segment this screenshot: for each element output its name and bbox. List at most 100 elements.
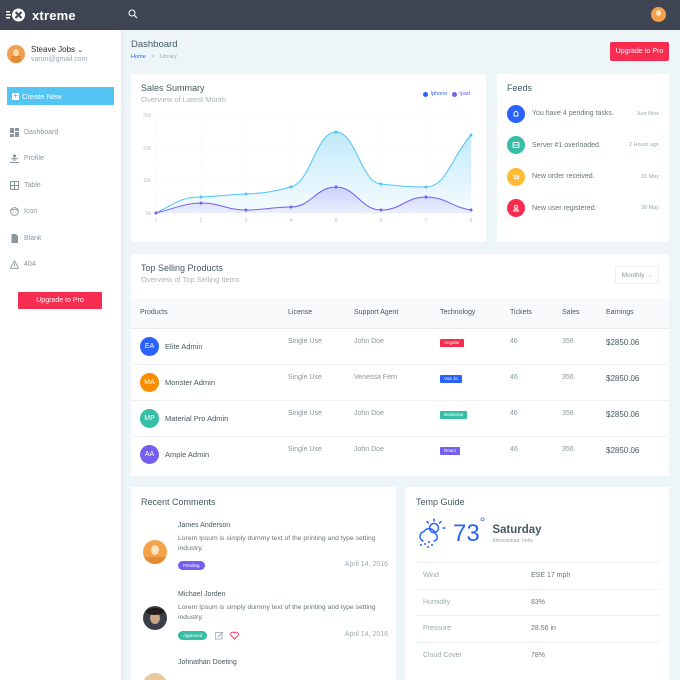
table-icon	[10, 180, 19, 190]
technology-badge: Vue Js	[440, 374, 462, 383]
feed-item[interactable]: New order received. 31 May	[507, 161, 659, 193]
brand-logo[interactable]: xtreme	[0, 0, 121, 30]
temperature-value: 73	[453, 520, 480, 547]
feed-text: Server #1 overloaded.	[532, 141, 601, 149]
technology-badge: Angular	[440, 338, 464, 347]
face-icon	[10, 207, 19, 217]
degree-symbol: °	[479, 514, 486, 530]
header-upgrade-button[interactable]: Upgrade to Pro	[610, 42, 669, 61]
user-icon	[507, 199, 525, 218]
weather-row-cloud-cover: Cloud Cover 78%	[416, 641, 659, 669]
create-new-label: Create New	[22, 91, 62, 101]
top-selling-card: Top Selling Products Overview of Top Sel…	[131, 254, 669, 476]
col-license: License	[288, 298, 354, 329]
iphone-line	[155, 131, 472, 214]
card-title: Recent Comments	[141, 497, 216, 507]
chevron-down-icon[interactable]: ⌄	[77, 47, 84, 54]
col-tickets: Tickets	[510, 298, 562, 329]
comment-avatar	[143, 673, 167, 680]
period-select-value: Monthly	[621, 271, 645, 279]
col-support-agent: Support Agent	[354, 298, 440, 329]
weather-label: Wind	[423, 572, 439, 580]
weather-summary: 73 ° Saturday Ahmedabad, India	[416, 514, 659, 552]
dashboard-icon	[10, 127, 19, 137]
sidebar-item-icon[interactable]: Icon	[10, 199, 58, 226]
weather-value: 83%	[531, 598, 546, 606]
sidebar-item-blank[interactable]: Blank	[10, 225, 58, 252]
breadcrumb-home[interactable]: Home	[131, 54, 146, 60]
tickets: 46	[510, 445, 518, 453]
sales: 356	[562, 328, 606, 365]
recent-comments-card: Recent Comments James Anderson Lorem Ips…	[131, 487, 396, 680]
table-header-row: Products License Support Agent Technolog…	[131, 298, 669, 329]
comment-item[interactable]: James Anderson Lorem Ipsum is simply dum…	[131, 520, 396, 590]
sidebar-item-label: Dashboard	[24, 128, 59, 136]
weather-label: Humidity	[423, 598, 451, 606]
product-name: Ample Admin	[165, 449, 210, 459]
feed-item[interactable]: Server #1 overloaded. 2 Hours ago	[507, 130, 659, 162]
svg-text:20k: 20k	[143, 146, 152, 152]
user-avatar-top[interactable]	[651, 7, 666, 22]
sidebar-item-profile[interactable]: Profile	[10, 146, 58, 173]
svg-text:7: 7	[425, 218, 428, 224]
weather-row-humidity: Humidity 83%	[416, 588, 659, 616]
sales: 356	[562, 445, 574, 453]
tickets: 46	[510, 364, 562, 401]
sales: 356	[562, 364, 606, 401]
table-row[interactable]: MA Monster Admin Single Use Venessa Fern …	[131, 364, 669, 401]
sidebar-item-404[interactable]: 404	[10, 252, 58, 279]
y-axis-labels: 30k 20k 10k 0k	[143, 113, 152, 217]
logo-icon	[6, 8, 25, 22]
table-row[interactable]: EA Elite Admin Single Use John Doe Angula…	[131, 328, 669, 365]
sidebar-nav: Dashboard Profile Table Icon Blank 404	[10, 119, 58, 278]
legend-iphone[interactable]: Iphone	[423, 91, 447, 97]
sidebar-upgrade-button[interactable]: Upgrade to Pro	[18, 292, 102, 309]
license: Single Use	[288, 445, 322, 453]
feed-text: You have 4 pending tasks.	[532, 110, 614, 118]
legend-ipad[interactable]: Ipad	[452, 91, 470, 97]
sidebar-item-dashboard[interactable]: Dashboard	[10, 119, 58, 146]
table-row[interactable]: AA Ample Admin Single Use John Doe React …	[131, 436, 669, 472]
sales: 356	[562, 400, 606, 437]
comment-item[interactable]: Michael Jorden Lorem Ipsum is simply dum…	[131, 590, 396, 659]
card-title: Temp Guide	[416, 497, 465, 507]
feed-text: New user registered.	[532, 204, 597, 212]
col-technology: Technology	[440, 298, 510, 329]
weather-row-pressure: Pressure 28.56 in	[416, 615, 659, 642]
comment-text: Lorem Ipsum is simply dummy text of the …	[178, 604, 376, 621]
sales-summary-card: Sales Summary Overview of Latest Month I…	[131, 74, 486, 242]
create-new-button[interactable]: + Create New	[7, 87, 114, 105]
status-badge: Pending	[178, 561, 205, 570]
user-name-row: Steave Jobs ⌄	[31, 45, 88, 54]
product-name: Monster Admin	[165, 377, 216, 387]
feed-item[interactable]: New user registered. 30 May	[507, 193, 659, 225]
svg-text:3: 3	[245, 218, 248, 224]
technology-badge: React	[440, 446, 460, 455]
svg-text:4: 4	[290, 218, 293, 224]
breadcrumb-separator: >	[151, 54, 155, 60]
edit-icon[interactable]	[215, 631, 224, 640]
chevron-down-icon: ⌄	[647, 272, 653, 279]
feed-time: 31 May	[640, 173, 659, 180]
feed-text: New order received.	[532, 173, 595, 181]
earnings: $2850.06	[606, 445, 640, 455]
temp-guide-card: Temp Guide 73 ° Saturday Ahmedabad, Indi…	[405, 487, 669, 680]
user-name: Steave Jobs	[31, 45, 76, 54]
comment-item[interactable]: Johnathan Doeting	[131, 659, 396, 680]
file-icon	[11, 233, 18, 243]
svg-text:5: 5	[335, 218, 338, 224]
user-profile[interactable]: Steave Jobs ⌄ varun@gmail.com	[0, 30, 121, 63]
heart-icon[interactable]	[230, 631, 239, 640]
table-row[interactable]: MP Material Pro Admin Single Use John Doe…	[131, 400, 669, 437]
sidebar-item-label: Table	[24, 181, 41, 189]
comment-date: April 14, 2016	[344, 631, 388, 638]
svg-text:30k: 30k	[143, 113, 152, 119]
weather-location: Ahmedabad, India	[492, 538, 533, 544]
chart-legend: Iphone Ipad	[423, 91, 470, 97]
sidebar-item-table[interactable]: Table	[10, 172, 58, 199]
sidebar-item-label: Blank	[24, 234, 42, 242]
feed-item[interactable]: You have 4 pending tasks. Just Now	[507, 98, 659, 130]
search-icon[interactable]	[128, 9, 138, 19]
comment-date: April 14, 2016	[344, 561, 388, 568]
period-select[interactable]: Monthly ⌄	[615, 266, 659, 284]
